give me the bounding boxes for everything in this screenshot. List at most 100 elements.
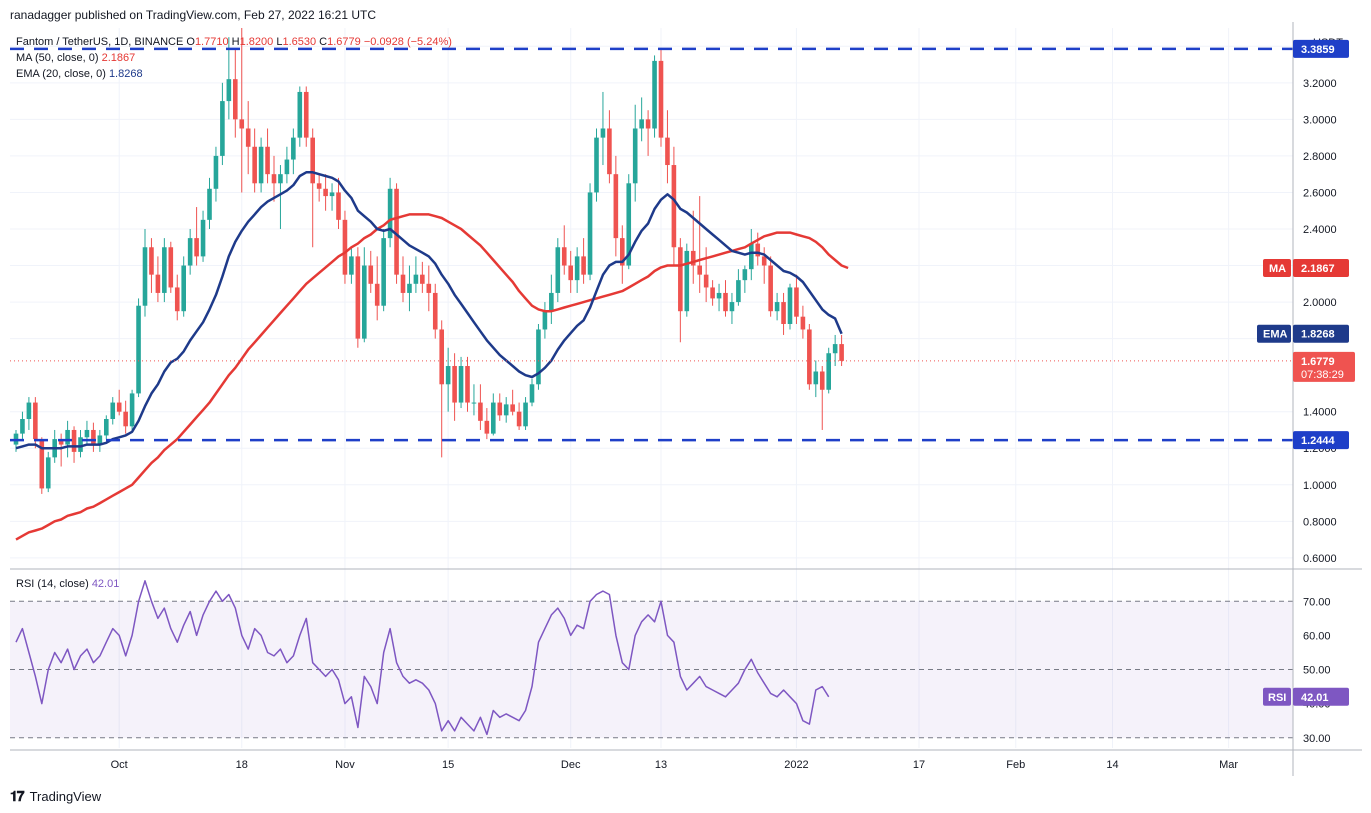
ema-name-tag-text: EMA [1263,329,1288,341]
candle-body [84,429,90,438]
candle-body [355,256,361,339]
candle-body [104,419,109,436]
open-label: O [186,36,195,48]
candle-body [200,219,206,257]
candle-body [374,283,380,306]
price-tag-countdown: 07:38:29 [1301,369,1344,381]
candle-body [458,366,464,403]
x-tick-label: Nov [335,759,355,771]
candle-body [710,287,715,299]
candle-body [658,60,664,138]
candle-body [194,238,199,257]
main-legend: Fantom / TetherUS, 1D, BINANCE O1.7710 H… [16,34,452,82]
y-tick-label: 1.0000 [1303,480,1337,492]
candle-body [813,371,819,385]
candle-body [136,305,141,394]
candle-body [245,128,251,147]
low-label: L [276,36,283,48]
x-tick-label: 15 [442,759,454,771]
candle-body [432,292,438,330]
rsi-name-tag-text: RSI [1268,692,1286,704]
y-tick-label: 2.8000 [1303,151,1337,163]
ma-50-path [15,213,849,541]
candle-body [491,402,496,434]
candle-body [65,429,70,445]
candle-body [832,344,838,354]
candle-body [329,192,335,197]
candle-body [342,219,348,275]
candle-body [729,302,735,312]
candle-body [220,101,225,156]
candle-body [665,137,670,166]
ma-legend-row[interactable]: MA (50, close, 0) 2.1867 [16,50,452,66]
candle-body [381,238,386,306]
x-tick-label: Dec [561,759,581,771]
candle-body [78,437,83,452]
candle-body [278,174,283,184]
candle-body [574,256,580,281]
candle-body [162,247,167,293]
ema-name-tag-bg [1257,324,1291,343]
candle-body [800,316,806,330]
candle-body [181,265,186,312]
candle-body [291,137,296,160]
candle-body [116,402,122,412]
candle-body [787,287,793,324]
candle-body [503,404,509,416]
ema-value-tag-bg [1293,324,1349,343]
y-tick-label: 2.4000 [1303,224,1337,236]
ema-value-tag-text: 1.8268 [1301,329,1335,341]
candle-body [284,159,290,175]
candle-body [497,402,503,416]
candle-body [774,302,780,312]
axes: 3.40003.20003.00002.80002.60002.40002.20… [10,22,1362,776]
candle-body [690,250,696,266]
y-tick-label: 3.0000 [1303,114,1337,126]
candle-body [536,329,541,385]
level-tag-bg [1293,431,1349,450]
ma-value: 2.1867 [101,52,136,64]
candlestick-series [13,28,844,494]
ma-value-tag-text: 2.1867 [1301,263,1335,275]
candle-body [149,247,154,275]
candle-body [445,366,451,385]
candle-body [697,265,702,275]
candle-body [110,402,116,420]
candle-body [613,174,619,239]
candle-body [336,192,341,220]
rsi-label: RSI (14, close) [16,578,89,590]
candle-body [58,439,64,445]
candle-body [484,420,490,434]
candle-body [271,174,277,184]
candle-body [819,371,825,390]
high-label: H [231,36,240,48]
footer-brand[interactable]: 𝟏𝟕 TradingView [10,788,101,805]
candle-body [91,429,96,445]
candle-body [703,274,709,288]
candle-body [142,247,148,306]
candle-body [561,247,567,266]
y-tick-label: 0.8000 [1303,516,1337,528]
candle-body [368,265,374,284]
candle-body [761,256,767,266]
rsi-legend[interactable]: RSI (14, close) 42.01 [16,578,119,590]
candle-body [252,146,257,184]
candle-body [826,353,831,390]
low-value: 1.6530 [282,36,317,48]
candle-body [594,137,599,193]
candle-body [587,192,593,275]
candle-body [168,247,174,288]
candle-body [632,128,638,184]
rsi-line [15,580,830,736]
candle-body [123,411,128,427]
ema-20-line [15,171,843,450]
candle-body [233,79,238,120]
candle-body [45,457,51,489]
candle-body [684,250,690,312]
ema-legend-row[interactable]: EMA (20, close, 0) 1.8268 [16,66,452,82]
candle-body [387,188,393,239]
rsi-tick-label: 30.00 [1303,733,1331,745]
candle-body [155,274,161,293]
candle-body [26,402,32,420]
